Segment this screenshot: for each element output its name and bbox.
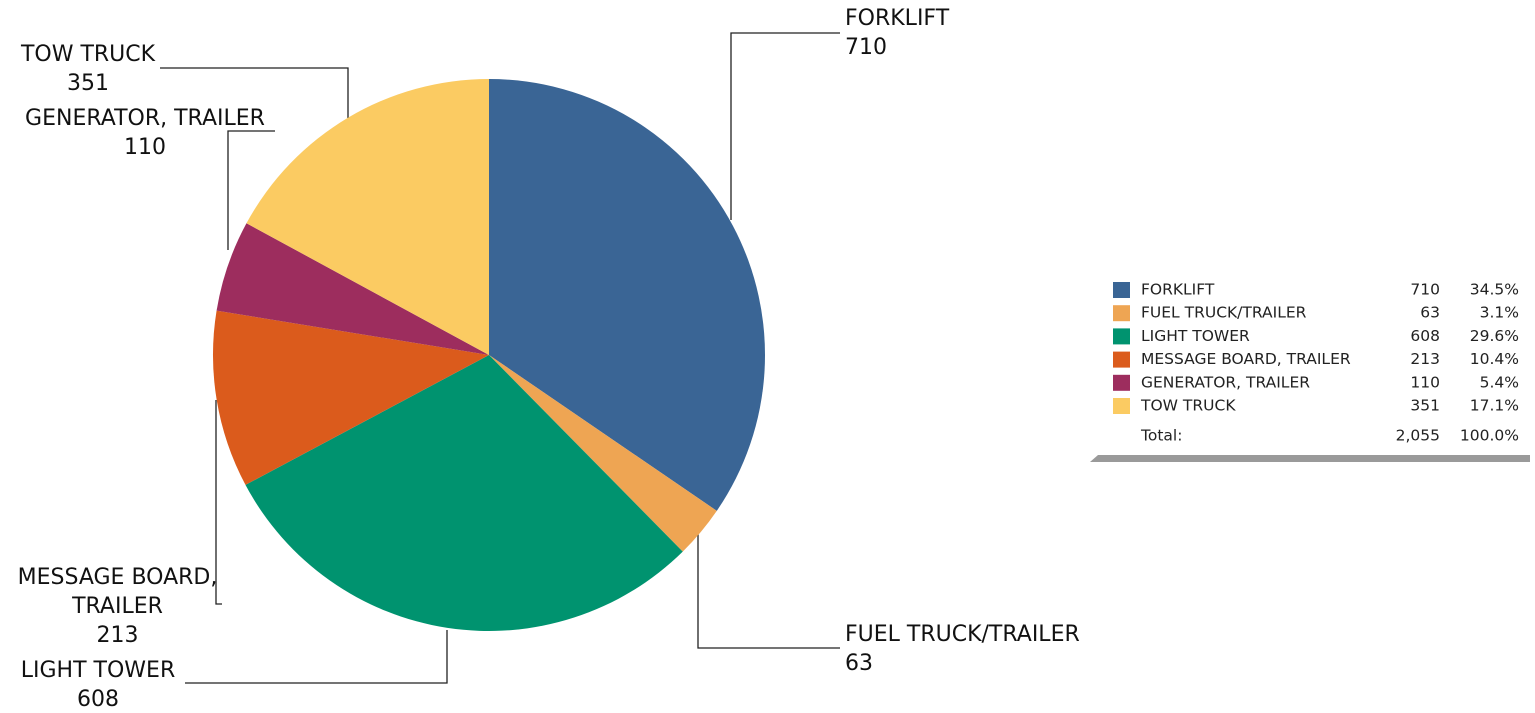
slice-label: MESSAGE BOARD, TRAILER 213 — [10, 563, 225, 650]
pie-slice — [213, 310, 490, 485]
legend-percent: 10.4% — [1470, 350, 1519, 368]
legend-name: FORKLIFT — [1141, 281, 1215, 299]
pie-slice — [216, 223, 489, 355]
legend-percent: 3.1% — [1480, 304, 1519, 322]
pie-slice — [246, 79, 489, 355]
legend-base — [1090, 455, 1530, 462]
legend-name: TOW TRUCK — [1140, 397, 1236, 415]
slice-label-value: 608 — [77, 687, 119, 712]
legend-swatch — [1113, 351, 1130, 368]
legend-total: 2,055 — [1396, 427, 1440, 445]
legend-total-label: Total: — [1140, 427, 1182, 445]
legend-swatch — [1113, 282, 1130, 298]
legend-name: GENERATOR, TRAILER — [1141, 373, 1310, 391]
slice-label-name: TOW TRUCK — [20, 42, 156, 67]
legend-percent: 34.5% — [1470, 281, 1519, 299]
legend-value: 710 — [1410, 281, 1440, 299]
slice-label: TOW TRUCK 351 — [8, 40, 168, 98]
slice-label-value: 63 — [845, 651, 873, 676]
slice-label-name: FUEL TRUCK/TRAILER — [845, 622, 1080, 647]
pie-slice — [489, 355, 717, 552]
legend-value: 351 — [1410, 397, 1440, 415]
slice-label-value: 213 — [96, 623, 139, 648]
slice-label-name: MESSAGE BOARD, TRAILER — [17, 565, 218, 619]
leader-line — [160, 67, 349, 118]
legend-swatch — [1113, 328, 1130, 345]
slice-label-value: 351 — [67, 71, 109, 96]
legend-name: FUEL TRUCK/TRAILER — [1141, 304, 1307, 322]
legend-name: LIGHT TOWER — [1141, 327, 1250, 345]
leader-line — [227, 130, 275, 250]
slice-label: GENERATOR, TRAILER 110 — [10, 104, 280, 162]
slice-label: FORKLIFT 710 — [845, 4, 949, 62]
leader-line — [730, 32, 840, 220]
slice-label-name: FORKLIFT — [845, 6, 950, 31]
slice-label-name: GENERATOR, TRAILER — [25, 106, 265, 131]
legend-value: 608 — [1410, 327, 1440, 345]
legend-value: 63 — [1420, 304, 1440, 322]
legend-percent: 29.6% — [1470, 327, 1519, 345]
legend-name: MESSAGE BOARD, TRAILER — [1141, 350, 1351, 368]
pie-slice — [489, 79, 766, 511]
legend-swatch — [1113, 398, 1130, 414]
slice-label: LIGHT TOWER 608 — [0, 656, 198, 713]
legend-swatch — [1113, 305, 1130, 322]
slice-label: FUEL TRUCK/TRAILER 63 — [845, 620, 1080, 678]
leader-line — [215, 400, 222, 605]
slice-label-value: 710 — [845, 35, 887, 60]
legend-value: 213 — [1410, 350, 1440, 368]
legend-percent: 5.4% — [1480, 373, 1519, 391]
leader-line — [697, 533, 840, 649]
legend-value: 110 — [1410, 373, 1440, 391]
legend-swatch — [1113, 374, 1130, 391]
slice-label-value: 110 — [124, 135, 166, 160]
legend-total-percent: 100.0% — [1460, 427, 1519, 445]
legend-percent: 17.1% — [1470, 397, 1519, 415]
leader-line — [185, 630, 448, 684]
pie-slice — [245, 355, 683, 631]
slice-label-name: LIGHT TOWER — [20, 658, 176, 683]
